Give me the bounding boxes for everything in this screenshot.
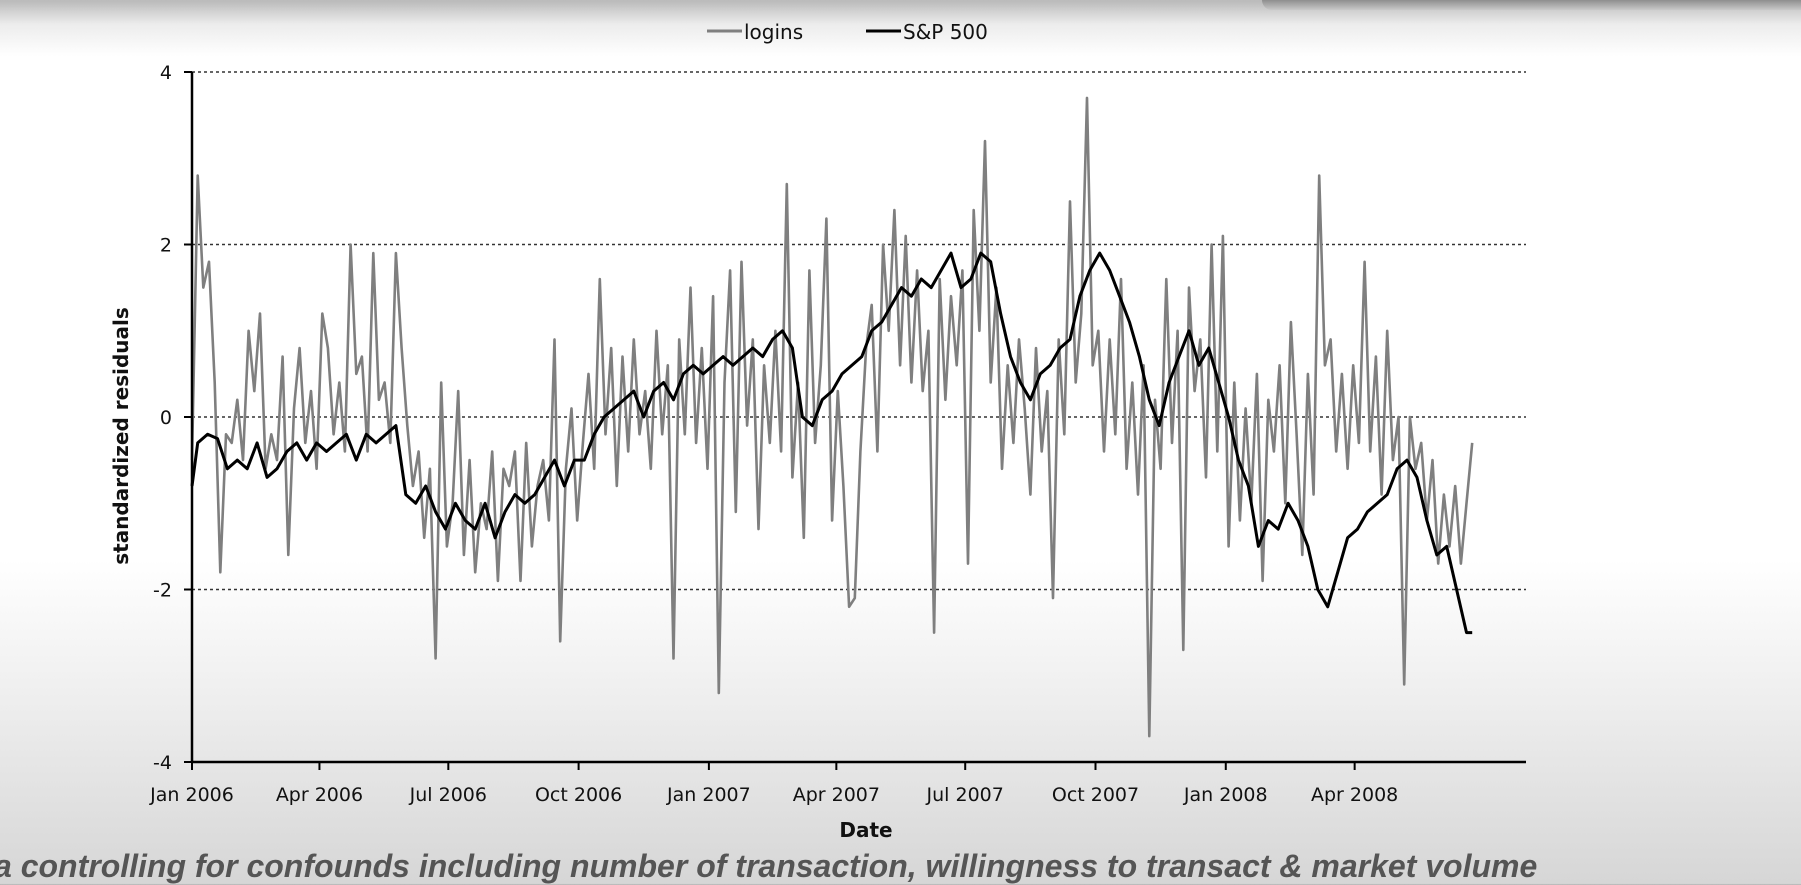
x-axis-label: Date bbox=[839, 818, 892, 842]
x-tick-label: Apr 2007 bbox=[793, 784, 880, 806]
x-tick-label: Jul 2007 bbox=[926, 784, 1004, 806]
y-tick-label: 4 bbox=[160, 62, 172, 84]
x-tick-label: Oct 2007 bbox=[1052, 784, 1139, 806]
x-tick-label: Jul 2006 bbox=[409, 784, 487, 806]
x-tick-label: Jan 2008 bbox=[1183, 784, 1268, 806]
y-tick-label: -2 bbox=[153, 580, 172, 602]
axes: 4 2 0 -2 -4 Jan 2006 Apr 2006 Jul 2006 Oct 2006 J… bbox=[149, 62, 1526, 806]
x-tick-label: Jan 2006 bbox=[149, 784, 234, 806]
y-tick-label: -4 bbox=[153, 752, 172, 774]
y-tick-label: 0 bbox=[160, 407, 172, 429]
gridlines bbox=[192, 71, 1526, 591]
x-tick-label: Apr 2006 bbox=[276, 784, 363, 806]
slide-caption: a controlling for confounds including nu… bbox=[0, 848, 1538, 884]
series-line-logins bbox=[190, 96, 1474, 738]
legend-label-logins: logins bbox=[744, 20, 803, 44]
legend: logins S&P 500 bbox=[707, 20, 988, 44]
y-axis-label: standardized residuals bbox=[109, 307, 133, 565]
x-tick-label: Apr 2008 bbox=[1311, 784, 1398, 806]
x-tick-label: Jan 2007 bbox=[666, 784, 751, 806]
x-tick-label: Oct 2006 bbox=[535, 784, 622, 806]
series-line-sp500 bbox=[190, 251, 1473, 635]
top-window-bar bbox=[1262, 0, 1801, 10]
legend-label-sp500: S&P 500 bbox=[903, 20, 988, 44]
y-tick-label: 2 bbox=[160, 235, 172, 257]
series-layer bbox=[190, 96, 1474, 738]
